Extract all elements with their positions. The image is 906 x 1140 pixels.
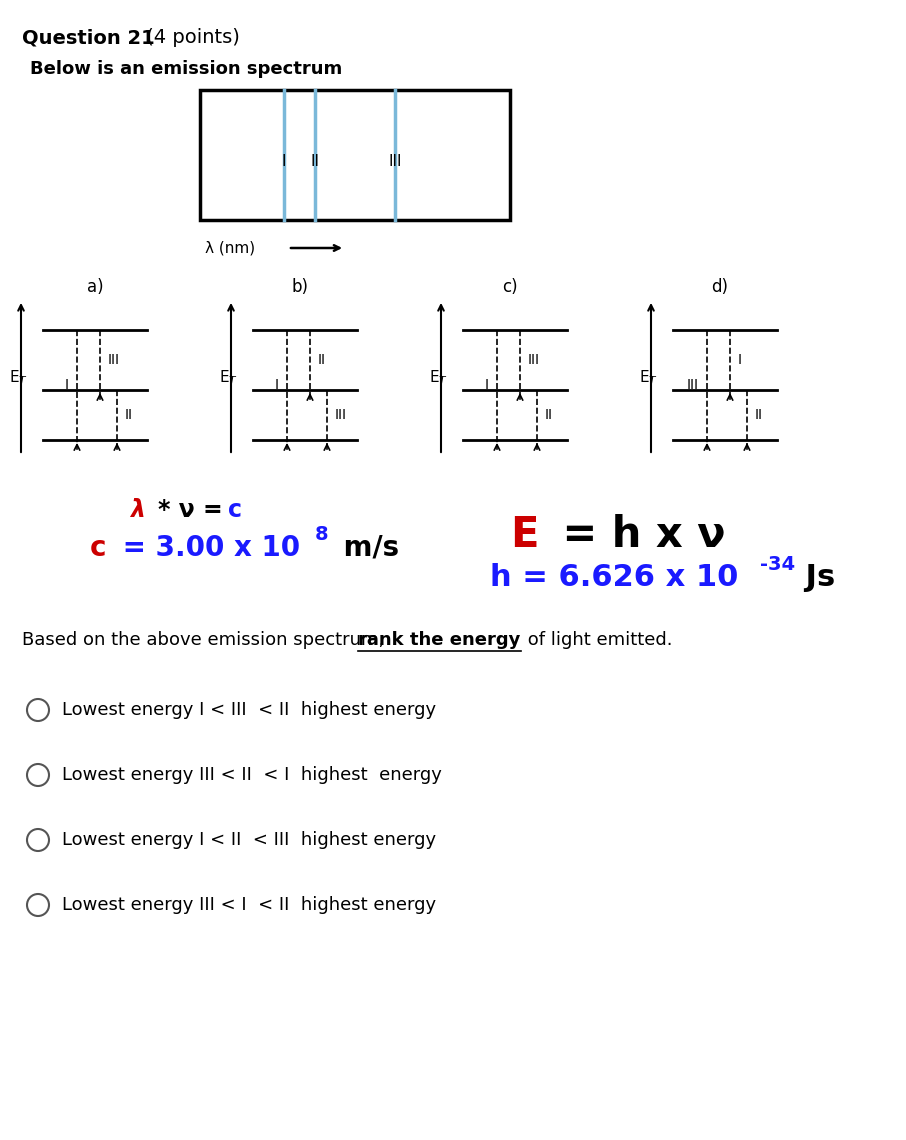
Text: E: E	[510, 514, 538, 556]
Text: 8: 8	[315, 524, 329, 544]
Text: a): a)	[87, 278, 103, 296]
Text: E$_T$: E$_T$	[9, 368, 28, 386]
Text: Js: Js	[795, 563, 835, 593]
Text: d): d)	[711, 278, 728, 296]
Text: Lowest energy III < I  < II  highest energy: Lowest energy III < I < II highest energ…	[62, 896, 436, 914]
Text: c: c	[90, 534, 107, 562]
Text: E$_T$: E$_T$	[639, 368, 658, 386]
Text: λ: λ	[130, 498, 145, 522]
Text: I: I	[738, 353, 742, 367]
Text: E$_T$: E$_T$	[219, 368, 238, 386]
Text: rank the energy: rank the energy	[358, 632, 520, 649]
Text: Lowest energy III < II  < I  highest  energy: Lowest energy III < II < I highest energ…	[62, 766, 442, 784]
Text: Lowest energy I < III  < II  highest energy: Lowest energy I < III < II highest energ…	[62, 701, 436, 719]
Text: of light emitted.: of light emitted.	[522, 632, 672, 649]
Text: III: III	[389, 154, 402, 169]
Text: III: III	[687, 378, 699, 392]
Text: II: II	[125, 408, 133, 422]
Text: Lowest energy I < II  < III  highest energy: Lowest energy I < II < III highest energ…	[62, 831, 436, 849]
Text: * ν =: * ν =	[158, 498, 231, 522]
Text: I: I	[485, 378, 489, 392]
Text: c): c)	[502, 278, 518, 296]
Text: E$_T$: E$_T$	[429, 368, 448, 386]
Text: II: II	[545, 408, 553, 422]
Text: m/s: m/s	[334, 534, 400, 562]
Bar	[200, 90, 510, 220]
Text: II: II	[310, 154, 319, 169]
Text: λ (nm): λ (nm)	[205, 241, 255, 255]
Text: Below is an emission spectrum: Below is an emission spectrum	[30, 60, 342, 78]
Text: II: II	[755, 408, 763, 422]
Text: II: II	[318, 353, 326, 367]
Text: = 3.00 x 10: = 3.00 x 10	[113, 534, 300, 562]
Text: III: III	[108, 353, 120, 367]
Text: III: III	[335, 408, 347, 422]
Text: I: I	[275, 378, 279, 392]
Text: (4 points): (4 points)	[140, 28, 240, 47]
Text: Question 21: Question 21	[22, 28, 155, 47]
Text: b): b)	[292, 278, 309, 296]
Text: h = 6.626 x 10: h = 6.626 x 10	[490, 563, 738, 593]
Text: Based on the above emission spectrum,: Based on the above emission spectrum,	[22, 632, 390, 649]
Text: c: c	[228, 498, 242, 522]
Text: -34: -34	[760, 554, 795, 573]
Text: I: I	[282, 154, 286, 169]
Text: I: I	[65, 378, 69, 392]
Text: III: III	[528, 353, 540, 367]
Text: = h x ν: = h x ν	[548, 514, 726, 556]
